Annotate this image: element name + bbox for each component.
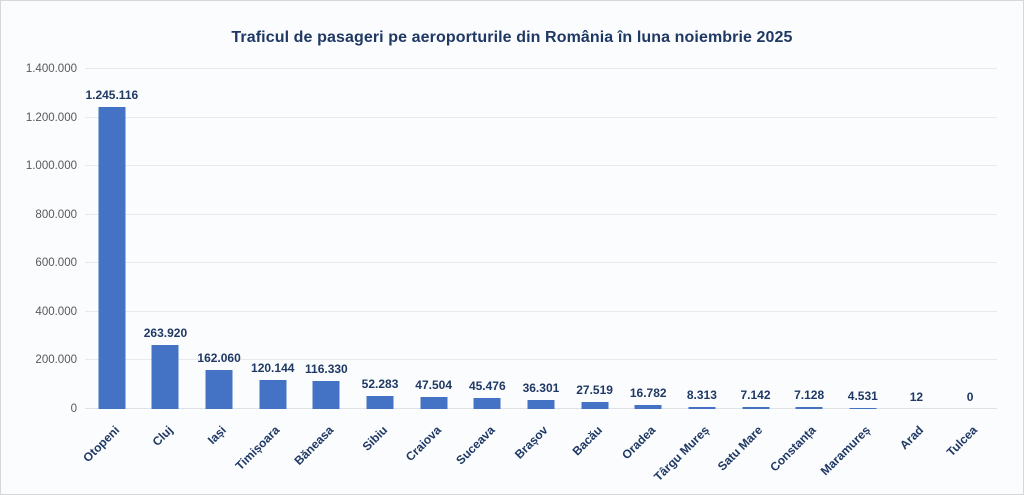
bar bbox=[795, 407, 823, 409]
bar-value-label: 45.476 bbox=[468, 378, 506, 393]
bar-value-label: 16.782 bbox=[629, 385, 667, 400]
chart-title: Traficul de pasageri pe aeroporturile di… bbox=[231, 29, 793, 46]
category-label: Cluj bbox=[149, 423, 176, 449]
category-label: Tulcea bbox=[943, 423, 980, 460]
bar-slot: 263.920 bbox=[139, 69, 193, 409]
category-label: Brașov bbox=[512, 423, 551, 462]
category-slot: Timișoara bbox=[233, 413, 300, 493]
category-label: Suceava bbox=[452, 423, 498, 468]
bar-slot: 116.330 bbox=[300, 69, 354, 409]
category-label: Oradea bbox=[618, 423, 659, 463]
gridline bbox=[85, 213, 997, 215]
bar-value-label: 120.144 bbox=[251, 360, 295, 375]
category-slot: Arad bbox=[890, 413, 944, 493]
bar-value-label: 116.330 bbox=[305, 361, 348, 376]
category-label: Bacău bbox=[569, 423, 605, 459]
gridline bbox=[85, 310, 997, 312]
bar-slot: 45.476 bbox=[460, 69, 514, 409]
bar-slot: 47.504 bbox=[407, 69, 461, 409]
category-label: Sibiu bbox=[359, 423, 390, 454]
bar-value-label: 4.531 bbox=[847, 388, 878, 403]
category-slot: Oradea bbox=[618, 413, 675, 493]
category-slot: Sibiu bbox=[353, 413, 407, 493]
bar-value-label: 7.128 bbox=[794, 388, 825, 403]
category-slot: Iași bbox=[192, 413, 246, 493]
category-slot: Suceava bbox=[453, 413, 514, 493]
bar bbox=[205, 369, 233, 409]
bar-slot: 16.782 bbox=[621, 69, 675, 409]
category-slot: Brașov bbox=[512, 413, 568, 493]
bar-value-label: 36.301 bbox=[522, 381, 560, 396]
bar-value-label: 8.313 bbox=[686, 387, 717, 402]
gridline bbox=[85, 68, 997, 69]
bar-value-label: 47.504 bbox=[415, 378, 453, 393]
bar-slot: 7.142 bbox=[729, 69, 783, 409]
bar bbox=[742, 407, 769, 409]
bar-slot: 0 bbox=[943, 69, 997, 409]
category-slot: Maramureș bbox=[818, 413, 890, 493]
bar-series: 1.245.116 263.920 162.060 120.144 116.330 52.… bbox=[85, 69, 997, 409]
category-slot: Constanța bbox=[768, 413, 836, 493]
gridline bbox=[85, 262, 997, 264]
bar bbox=[634, 404, 662, 409]
y-axis-tick-label: 600.000 bbox=[35, 257, 77, 270]
y-axis-tick-label: 1.400.000 bbox=[25, 63, 77, 75]
bar bbox=[259, 379, 287, 409]
category-slot: Tulcea bbox=[943, 413, 997, 493]
bar bbox=[420, 397, 448, 409]
y-axis-tick-label: 1.000.000 bbox=[25, 160, 77, 173]
gridline bbox=[85, 359, 997, 361]
y-axis-tick-label: 0 bbox=[70, 403, 77, 415]
bar bbox=[473, 397, 501, 409]
bar-slot: 52.283 bbox=[353, 69, 407, 409]
category-slot: Bacău bbox=[568, 413, 622, 493]
bar-slot: 8.313 bbox=[675, 69, 729, 409]
bar-slot: 162.060 bbox=[192, 69, 246, 409]
bar-value-label: 162.060 bbox=[197, 350, 241, 365]
gridline bbox=[85, 116, 997, 118]
bar bbox=[151, 344, 179, 409]
bar bbox=[312, 380, 340, 409]
bar-value-label: 27.519 bbox=[576, 383, 613, 398]
bar-slot: 120.144 bbox=[246, 69, 300, 409]
bar-value-label: 1.245.116 bbox=[85, 87, 139, 102]
bar-value-label: 0 bbox=[966, 390, 974, 404]
category-slot: Satu Mare bbox=[715, 413, 783, 493]
bar-slot: 36.301 bbox=[514, 69, 568, 409]
category-label: Arad bbox=[897, 423, 927, 453]
category-slot: Otopeni bbox=[80, 413, 139, 493]
bar bbox=[581, 402, 609, 409]
bar bbox=[527, 400, 555, 409]
bar-value-label: 7.142 bbox=[740, 388, 771, 403]
category-slot: Băneasa bbox=[291, 413, 354, 493]
category-label: Otopeni bbox=[79, 423, 122, 465]
category-slot: Cluj bbox=[139, 413, 193, 493]
bar bbox=[688, 406, 716, 409]
bar-slot: 27.519 bbox=[568, 69, 622, 409]
bar bbox=[849, 407, 877, 409]
y-axis-tick-label: 200.000 bbox=[35, 354, 77, 367]
category-slot: Târgu Mureș bbox=[651, 413, 729, 493]
bar-value-label: 52.283 bbox=[361, 377, 399, 392]
y-axis-tick-label: 1.200.000 bbox=[25, 111, 77, 124]
bar-slot: 12 bbox=[890, 69, 944, 409]
y-axis-tick-label: 800.000 bbox=[35, 208, 77, 221]
category-label: Iași bbox=[204, 423, 230, 448]
y-axis-tick-label: 400.000 bbox=[35, 305, 77, 318]
category-slot: Craiova bbox=[403, 413, 461, 493]
bar-value-label: 263.920 bbox=[143, 325, 188, 340]
category-label: Craiova bbox=[402, 423, 444, 465]
plot-area: 1.245.116 263.920 162.060 120.144 116.330 52.… bbox=[85, 68, 997, 409]
gridline bbox=[85, 165, 997, 167]
bar bbox=[98, 106, 126, 409]
bar-slot: 7.128 bbox=[782, 69, 836, 409]
bar-value-label: 12 bbox=[909, 390, 924, 404]
x-axis-category-labels: Otopeni Cluj Iași Timișoara Băneasa Sibiu Crai… bbox=[80, 413, 997, 493]
bar-slot: 4.531 bbox=[836, 69, 890, 409]
bar-slot: 1.245.116 bbox=[85, 69, 139, 409]
bar bbox=[366, 396, 394, 409]
